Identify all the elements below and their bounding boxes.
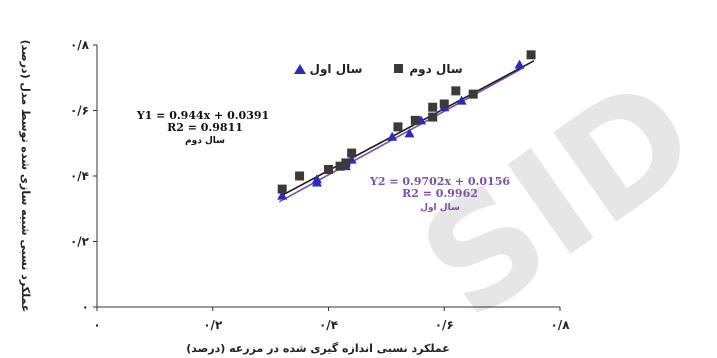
data-point-square [341, 158, 351, 168]
equation-series-2: Y1 = 0.944x + 0.0391 [136, 109, 269, 122]
data-point-triangle [456, 95, 467, 105]
y-tick-label: ۰/۴ [70, 169, 89, 183]
x-tick-label: ۰/۲ [203, 318, 223, 332]
data-point-square [393, 122, 403, 132]
data-point-square [295, 171, 305, 181]
data-point-triangle [514, 59, 525, 69]
data-point-triangle [277, 190, 288, 200]
x-axis-title: عملکرد نسبی اندازه گیری شده در مزرعه (در… [186, 342, 450, 355]
x-axis-ticks: ۰ ۰/۲ ۰/۴ ۰/۶ ۰/۸ [93, 307, 570, 332]
legend-triangle-icon [294, 64, 306, 74]
fit-line-series-2 [278, 60, 535, 198]
legend-label-series-1: سال اول [310, 62, 363, 77]
equation-series-1: Y2 = 0.9702x + 0.0156 [369, 175, 510, 188]
x-tick-label: ۰/۸ [550, 318, 570, 332]
fit-label-series-1: سال اول [420, 203, 460, 213]
x-tick-label: ۰/۶ [435, 318, 454, 332]
y-tick-label: ۰/۶ [70, 104, 89, 118]
r2-series-1: R2 = 0.9962 [402, 187, 478, 200]
data-point-square [451, 86, 461, 96]
data-point-square [468, 89, 478, 99]
data-point-square [439, 99, 449, 109]
y-axis-title: عملکرد نسبی شبیه سازی شده توسط مدل (درصد… [19, 40, 32, 313]
y-tick-label: ۰ [82, 300, 89, 314]
y-axis-ticks: ۰ ۰/۲ ۰/۴ ۰/۶ ۰/۸ [70, 38, 97, 314]
data-point-square [428, 102, 438, 112]
data-point-square [277, 184, 287, 194]
legend-label-series-2: سال دوم [409, 62, 462, 77]
data-points [277, 50, 536, 200]
equation-box-series-2: Y1 = 0.944x + 0.0391 R2 = 0.9811 سال دوم [136, 109, 269, 146]
r2-series-2: R2 = 0.9811 [167, 121, 243, 134]
data-point-square [324, 164, 333, 174]
data-point-square [335, 161, 345, 171]
data-point-square [347, 148, 357, 158]
data-point-triangle [311, 174, 322, 184]
equation-box-series-1: Y2 = 0.9702x + 0.0156 R2 = 0.9962 سال او… [369, 175, 510, 213]
fit-label-series-2: سال دوم [185, 136, 225, 146]
legend-square-icon [394, 64, 403, 73]
y-tick-label: ۰/۲ [70, 235, 90, 249]
y-tick-label: ۰/۸ [70, 38, 90, 52]
data-point-square [526, 50, 536, 60]
x-tick-label: ۰ [93, 318, 100, 332]
data-point-square [428, 112, 438, 122]
data-point-triangle [404, 128, 415, 138]
data-point-triangle [387, 131, 398, 141]
data-point-square [410, 115, 420, 125]
legend: سال اول سال دوم [294, 62, 463, 77]
x-tick-label: ۰/۴ [319, 318, 338, 332]
